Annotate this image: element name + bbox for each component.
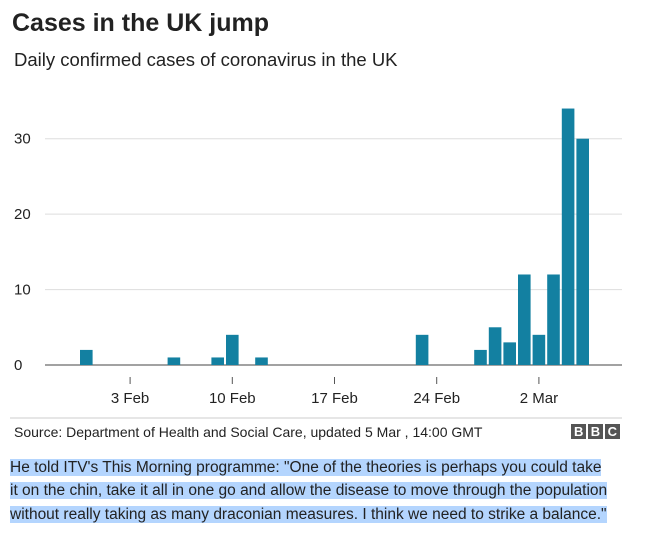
- bar: [474, 349, 487, 365]
- y-tick-label: 30: [14, 131, 31, 148]
- logo-box: [588, 424, 603, 439]
- y-tick-label: 0: [14, 357, 22, 374]
- logo: BBC: [571, 424, 624, 439]
- y-tick-label: 10: [14, 282, 31, 299]
- x-tick-label: 17 Feb: [311, 390, 358, 407]
- bar: [576, 138, 589, 365]
- x-tick-label: 2 Mar: [520, 390, 558, 407]
- bar: [518, 274, 531, 365]
- bar: [255, 357, 268, 365]
- bar: [80, 349, 93, 365]
- logo-box: [571, 424, 586, 439]
- bar: [211, 357, 224, 365]
- x-tick-label: 3 Feb: [111, 390, 149, 407]
- logo-text: BBC: [574, 424, 624, 439]
- chart-title: Cases in the UK jump: [12, 9, 269, 37]
- bar: [561, 108, 575, 366]
- bar: [532, 334, 546, 365]
- bar: [503, 342, 516, 365]
- x-tick-label: 10 Feb: [209, 390, 256, 407]
- logo-box: [605, 424, 620, 439]
- chart-subtitle: Daily confirmed cases of coronavirus in …: [14, 49, 398, 70]
- source: Source: Department of Health and Social …: [14, 424, 483, 440]
- bar: [226, 334, 239, 365]
- quote: He told ITV's This Morning programme: "O…: [10, 456, 610, 526]
- quote-text: He told ITV's This Morning programme: "O…: [10, 459, 608, 523]
- bar: [167, 357, 181, 365]
- bar: [547, 274, 560, 365]
- y-tick-label: 20: [14, 206, 31, 223]
- bar: [488, 327, 502, 365]
- bar: [415, 334, 429, 365]
- x-tick-label: 24 Feb: [413, 390, 460, 407]
